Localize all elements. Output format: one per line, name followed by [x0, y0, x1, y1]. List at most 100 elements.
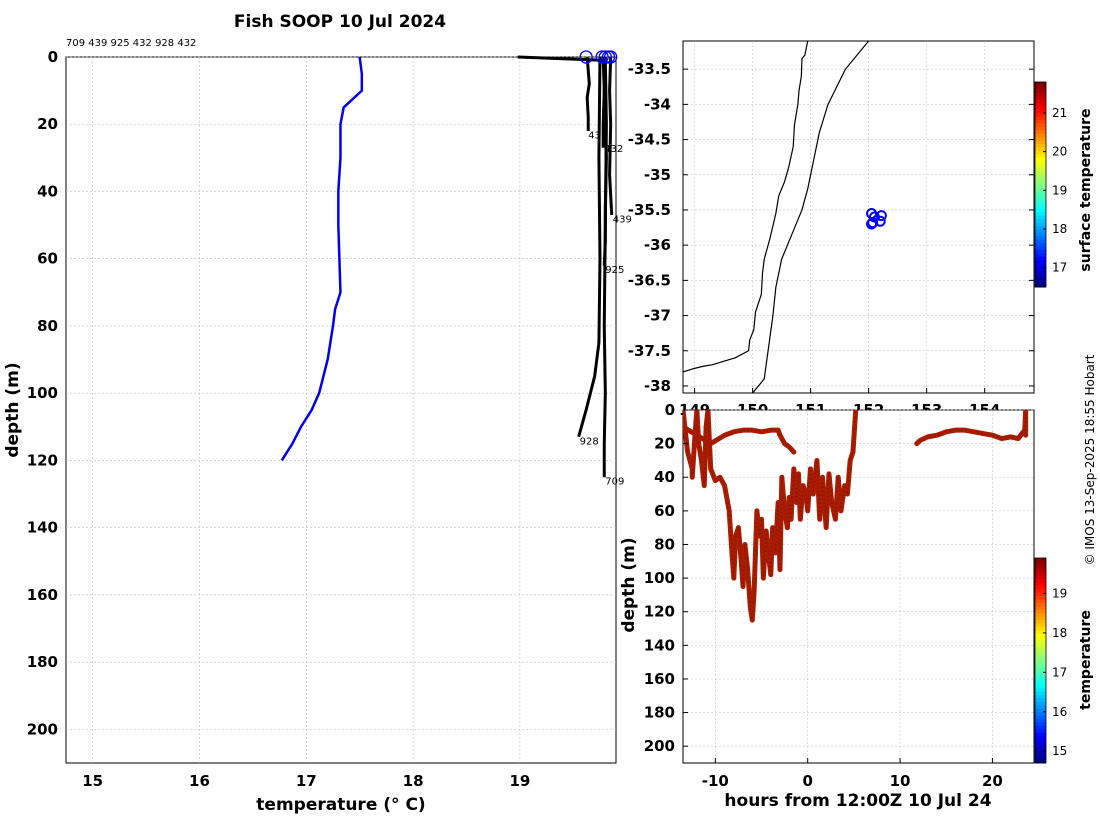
y-tick-label: 20 — [37, 115, 58, 133]
x-tick-label: 16 — [189, 772, 210, 790]
colorbar-swatch — [1035, 698, 1046, 702]
map-lat-label: -33.5 — [628, 60, 671, 78]
colorbar-swatch — [1035, 575, 1046, 579]
colorbar-tick-label: 21 — [1052, 106, 1067, 120]
x-tick-label: 19 — [509, 772, 530, 790]
profile-x-axis-label: temperature (° C) — [256, 795, 425, 815]
colorbar-swatch — [1035, 626, 1046, 631]
colorbar-swatch — [1035, 239, 1046, 244]
colorbar-swatch — [1035, 283, 1046, 288]
colorbar-swatch — [1035, 722, 1046, 726]
colorbar-swatch — [1035, 167, 1046, 172]
y-tick-label: 40 — [37, 182, 58, 200]
colorbar-tick-label: 18 — [1052, 626, 1067, 640]
dt-y-tick-label: 0 — [665, 401, 675, 419]
colorbar-frame — [1034, 557, 1047, 764]
dt-y-tick-label: 200 — [644, 737, 675, 755]
depth-time-gridlines — [683, 409, 1034, 763]
copyright-notice: © IMOS 13-Sep-2025 18:55 Hobart — [1083, 354, 1097, 565]
colorbar-swatch — [1035, 280, 1046, 285]
colorbar-swatch — [1035, 633, 1046, 638]
dt-y-tick-label: 180 — [644, 704, 675, 722]
colorbar-swatch — [1035, 123, 1046, 127]
dt-y-tick-label: 120 — [644, 603, 675, 621]
colorbar-swatch — [1035, 643, 1046, 648]
map-gridlines — [683, 41, 1034, 393]
map-features — [683, 41, 887, 393]
depth-time-panel: 0 20 40 60 80 100 120 140 160 180 200 -10 0 10 20 hour… — [619, 401, 1094, 811]
profile-line-432 — [585, 56, 591, 131]
colorbar-swatch — [1035, 211, 1046, 216]
map-lat-label: -38 — [644, 377, 671, 395]
colorbar-frame — [1034, 81, 1047, 288]
colorbar-swatch — [1035, 102, 1046, 107]
colorbar-tick-label: 19 — [1052, 183, 1067, 197]
colorbar-swatch — [1035, 187, 1046, 192]
depth-time-x-axis-label: hours from 12:00Z 10 Jul 24 — [724, 791, 991, 811]
map-lat-label: -34 — [644, 95, 671, 113]
colorbar-swatch — [1035, 663, 1046, 668]
y-tick-label: 160 — [27, 586, 58, 604]
depth-time-y-axis-label: depth (m) — [619, 537, 639, 632]
colorbar-swatch — [1035, 225, 1046, 230]
colorbar-swatch — [1035, 725, 1046, 730]
map-lat-label: -36.5 — [628, 271, 671, 289]
colorbar-swatch — [1035, 105, 1046, 110]
colorbar-swatch — [1035, 146, 1046, 151]
colorbar-swatch — [1035, 160, 1046, 165]
y-tick-label: 180 — [27, 653, 58, 671]
colorbar-swatch — [1035, 95, 1046, 100]
colorbar-swatch — [1035, 657, 1046, 661]
depth-time-track-dots — [683, 426, 795, 453]
depth-time-track-dots — [683, 410, 857, 621]
surface-marker — [595, 50, 609, 64]
colorbar-swatch — [1035, 571, 1046, 576]
colorbar-swatch — [1035, 153, 1046, 158]
colorbar-swatch — [1035, 191, 1046, 196]
colorbar-tick-label: 15 — [1052, 744, 1067, 758]
surface-marker — [579, 50, 593, 64]
colorbar-swatch — [1035, 687, 1046, 692]
colorbar-swatch — [1035, 718, 1046, 723]
colorbar-swatch — [1035, 581, 1046, 586]
colorbar-swatch — [1035, 735, 1046, 740]
map-lat-label: -35.5 — [628, 201, 671, 219]
colorbar-swatch — [1035, 140, 1046, 144]
dt-y-tick-label: 80 — [654, 535, 675, 553]
dt-x-tick-label: 10 — [890, 772, 911, 790]
surface-temperature-colorbar-label: surface temperature — [1078, 108, 1094, 271]
colorbar-swatch — [1035, 99, 1046, 103]
colorbar-swatch — [1035, 259, 1046, 264]
map-panel: -33.5 -34 -34.5 -35 -35.5 -36 -36.5 -37 -37.5 -38… — [628, 40, 1094, 419]
y-tick-label: 120 — [27, 451, 58, 469]
depth-time-plot-area — [682, 409, 1035, 764]
dt-y-tick-label: 20 — [654, 435, 675, 453]
colorbar-swatch — [1035, 133, 1046, 138]
colorbar-swatch — [1035, 82, 1046, 86]
colorbar-swatch — [1035, 684, 1046, 689]
colorbar-swatch — [1035, 184, 1046, 189]
colorbar-swatch — [1035, 119, 1046, 124]
colorbar-swatch — [1035, 194, 1046, 199]
colorbar-swatch — [1035, 595, 1046, 600]
colorbar-swatch — [1035, 670, 1046, 675]
colorbar-swatch — [1035, 640, 1046, 644]
y-tick-label: 200 — [27, 720, 58, 738]
colorbar-swatch — [1035, 568, 1046, 573]
colorbar-swatch — [1035, 170, 1046, 175]
dt-y-tick-label: 100 — [644, 569, 675, 587]
colorbar-swatch — [1035, 681, 1046, 685]
colorbar-swatch — [1035, 232, 1046, 237]
colorbar-swatch — [1035, 174, 1046, 179]
colorbar-swatch — [1035, 266, 1046, 271]
colorbar-swatch — [1035, 273, 1046, 278]
colorbar-swatch — [1035, 263, 1046, 267]
profile-id-label: 439 — [613, 214, 632, 225]
colorbar-tick-label: 19 — [1052, 586, 1067, 600]
colorbar-swatch — [1035, 129, 1046, 134]
colorbar-swatch — [1035, 235, 1046, 240]
colorbar-swatch — [1035, 246, 1046, 250]
dt-y-tick-label: 160 — [644, 670, 675, 688]
colorbar-swatch — [1035, 612, 1046, 617]
colorbar-swatch — [1035, 242, 1046, 247]
